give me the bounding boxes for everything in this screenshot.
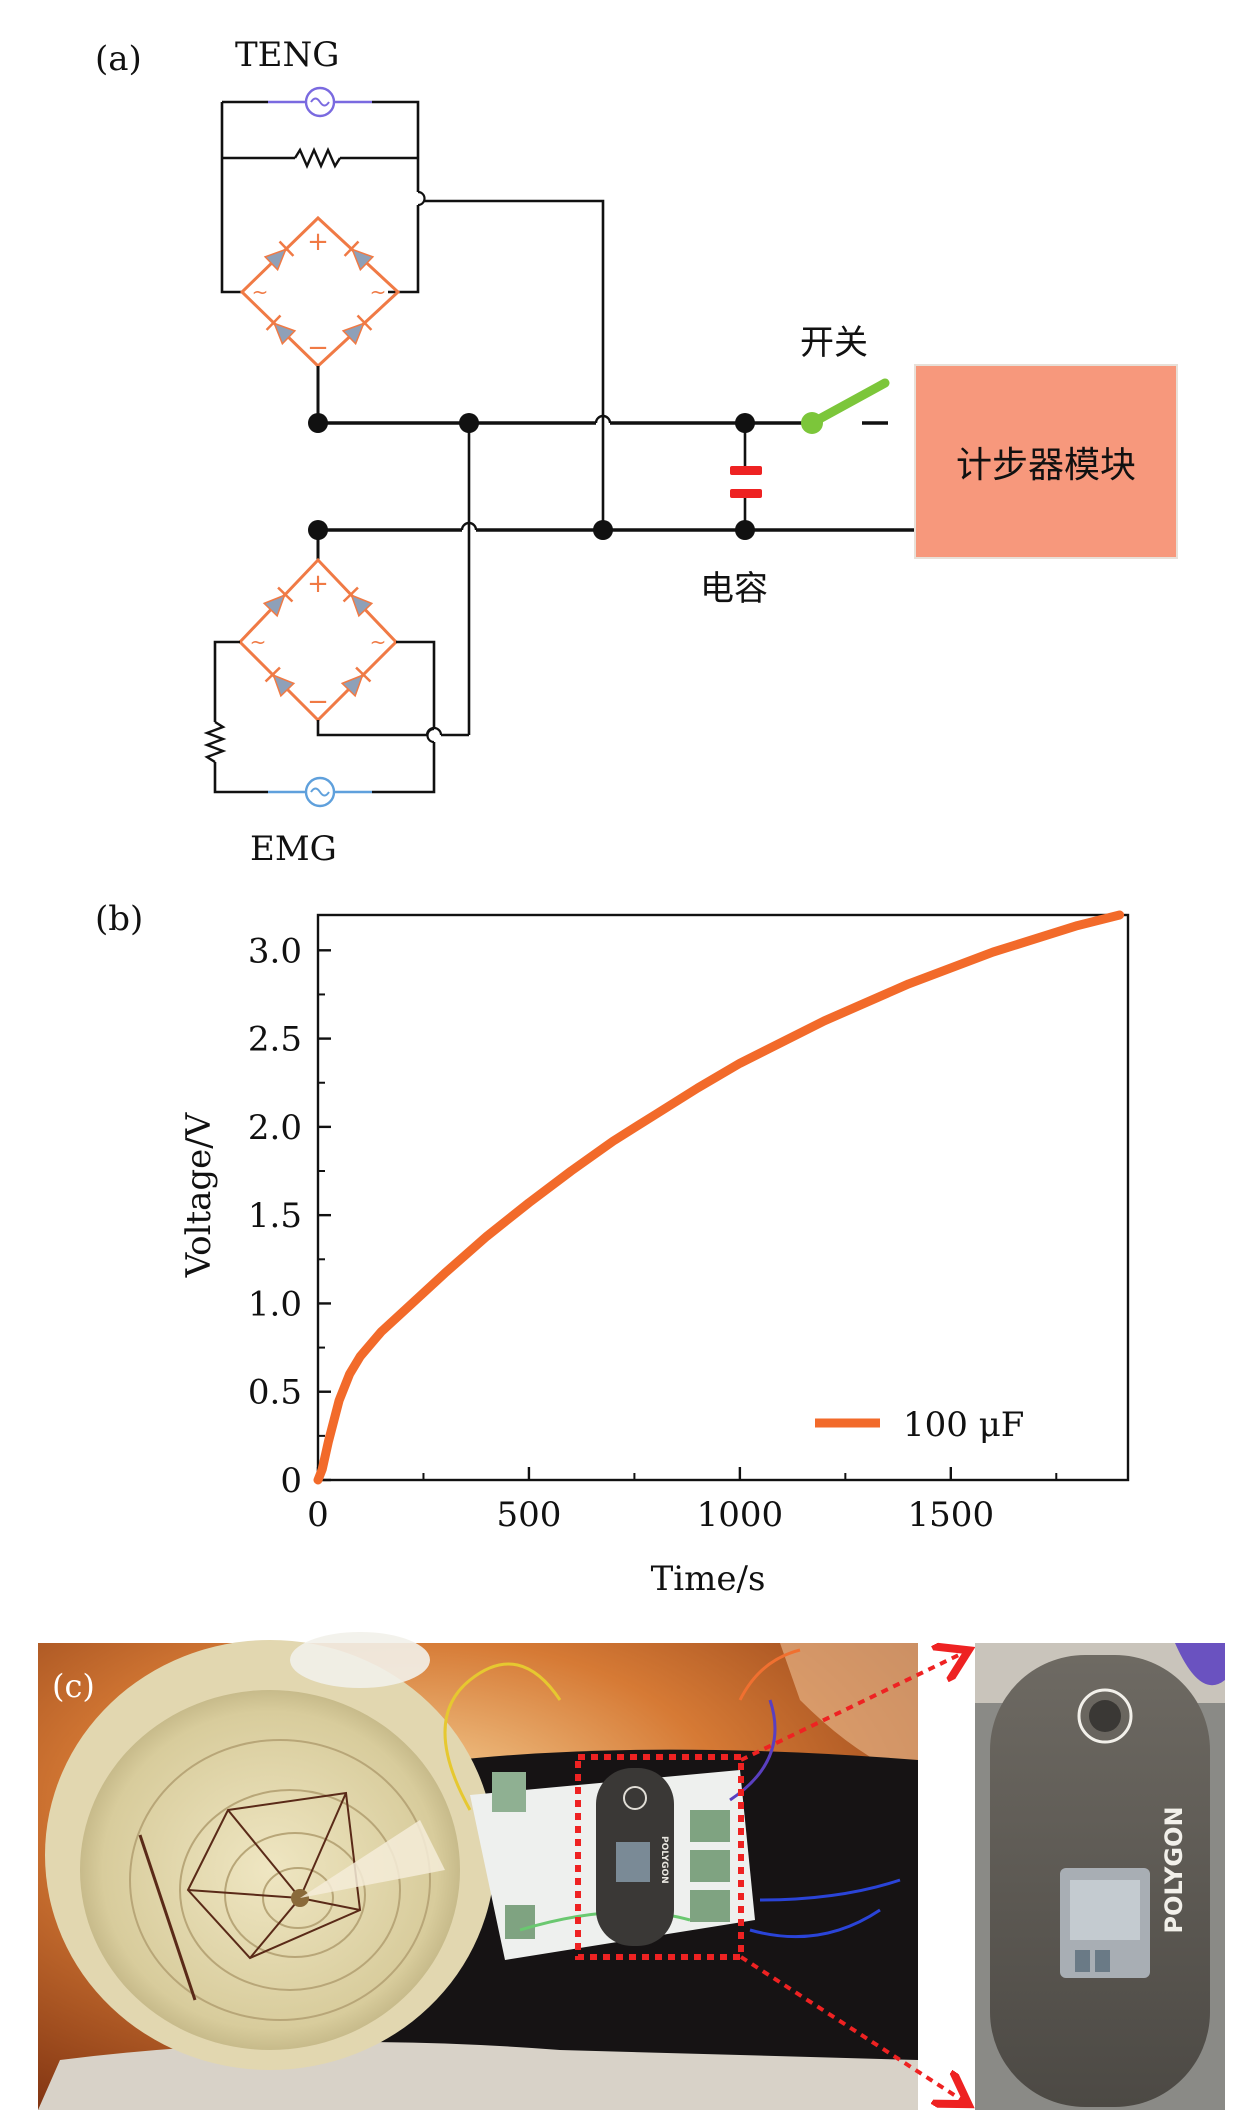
y-tick-label: 2.5	[248, 1020, 302, 1060]
circuit-panel: (a) TENG EMG + −	[95, 35, 1178, 869]
voltage-chart: (b) 0 0.5 1.0 1.5 2.0 2.5 3.0 0 500 1000 1500 Tim…	[95, 899, 1130, 1599]
teng-source-icon	[268, 86, 372, 118]
teng-resistor-icon	[293, 147, 342, 169]
pedometer-module-label: 计步器模块	[956, 445, 1136, 486]
panel-c-label: (c)	[52, 1667, 95, 1705]
top-bridge-minus: −	[307, 333, 329, 363]
zoom-arrow-bottom	[739, 1955, 965, 2102]
bottom-bridge-ac-left: ~	[250, 630, 267, 654]
switch-icon	[801, 378, 890, 434]
teng-label: TENG	[235, 35, 339, 75]
pedometer-device: POLYGON	[596, 1768, 674, 1946]
bottom-bridge-ac-right: ~	[370, 630, 387, 654]
x-ticks: 0 500 1000 1500	[307, 1467, 1058, 1535]
top-bridge-ac-left: ~	[252, 280, 269, 304]
x-tick-label: 1500	[908, 1495, 995, 1535]
highlight-box	[575, 1754, 744, 1960]
zoom-arrow-top	[740, 1652, 965, 1762]
legend-label: 100 μF	[903, 1405, 1024, 1445]
bottom-bridge-plus: +	[307, 569, 329, 599]
junction-dots	[308, 413, 755, 540]
bottom-bridge-rectifier: + − ~ ~	[237, 557, 399, 723]
teng-bowl	[45, 1632, 495, 2070]
top-bridge-plus: +	[307, 227, 329, 257]
y-tick-label: 2.0	[248, 1108, 302, 1148]
y-tick-label: 3.0	[248, 931, 302, 971]
y-axis-label: Voltage/V	[179, 1111, 219, 1278]
chart-legend: 100 μF	[815, 1405, 1024, 1445]
panel-a-label: (a)	[95, 39, 142, 79]
x-tick-label: 1000	[697, 1495, 784, 1535]
y-tick-label: 0	[280, 1461, 302, 1501]
y-tick-label: 1.5	[248, 1196, 302, 1236]
x-tick-label: 500	[496, 1495, 561, 1535]
bottom-bridge-minus: −	[307, 687, 329, 717]
pedometer-brand-small: POLYGON	[659, 1836, 669, 1884]
capacitor-icon	[730, 466, 762, 498]
pedometer-module	[914, 364, 1178, 559]
capacitor-label: 电容	[700, 569, 768, 609]
series-line	[313, 910, 1125, 1485]
chart-plot-area	[316, 913, 1130, 1482]
main-rails	[316, 199, 915, 735]
pedometer-brand-zoom: POLYGON	[1160, 1806, 1188, 1933]
emg-source-icon	[268, 776, 372, 808]
y-tick-label: 0.5	[248, 1373, 302, 1413]
emg-loop-wires	[213, 640, 469, 794]
panel-b-label: (b)	[95, 899, 143, 939]
x-tick-label: 0	[307, 1495, 329, 1535]
photo-panel: POLYGON (c) POLYGON	[38, 1632, 1225, 2110]
y-tick-label: 1.0	[248, 1284, 302, 1324]
switch-label: 开关	[800, 323, 868, 363]
x-axis-label: Time/s	[651, 1559, 766, 1599]
top-bridge-ac-right: ~	[370, 280, 387, 304]
emg-label: EMG	[250, 829, 337, 869]
top-bridge-rectifier: + − ~ ~	[239, 215, 401, 369]
series-layer	[313, 910, 1125, 1485]
y-ticks: 0 0.5 1.0 1.5 2.0 2.5 3.0	[248, 931, 331, 1501]
teng-loop-wires	[220, 100, 426, 294]
emg-resistor-icon	[203, 720, 227, 764]
zoom-inset: POLYGON	[975, 1643, 1225, 2110]
